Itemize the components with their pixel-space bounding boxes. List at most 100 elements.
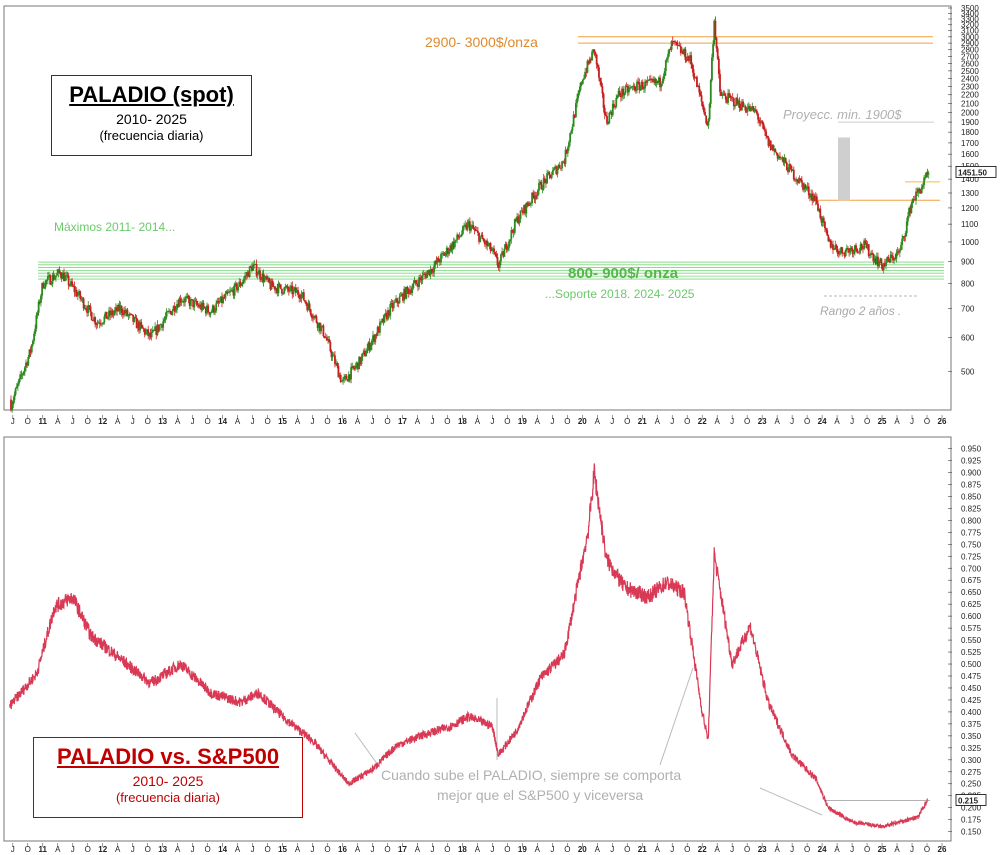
price-candle	[372, 335, 374, 341]
price-candle	[577, 93, 580, 99]
price-candle	[87, 305, 90, 313]
price-candle	[456, 234, 459, 240]
price-candle	[791, 169, 794, 171]
price-candle	[270, 280, 273, 290]
price-candle	[753, 109, 756, 112]
price-candle	[139, 322, 142, 331]
price-candle	[203, 307, 206, 308]
ratio-x-tick-label: A	[355, 845, 361, 854]
price-candle	[400, 293, 403, 296]
price-candle	[902, 236, 905, 239]
price-candle	[872, 254, 875, 262]
price-candle	[870, 252, 872, 256]
price-candle	[151, 330, 154, 333]
price-candle	[143, 329, 146, 335]
price-candle	[408, 289, 411, 294]
price-candle	[519, 210, 522, 220]
price-candle	[572, 114, 575, 127]
price-candle	[404, 288, 407, 299]
price-candle	[852, 250, 855, 254]
price-candle	[10, 399, 12, 411]
price-candle	[744, 106, 747, 111]
price-y-tick-label: 1100	[961, 220, 979, 229]
price-candle	[402, 293, 404, 301]
price-y-tick-label: 800	[961, 280, 975, 289]
price-candle	[510, 230, 513, 240]
price-candle	[752, 106, 755, 112]
ratio-x-tick-label: O	[504, 845, 510, 854]
price-candle	[591, 51, 593, 61]
price-candle	[309, 309, 312, 315]
price-candle	[430, 268, 433, 272]
ratio-x-tick-label: A	[834, 845, 840, 854]
price-candle	[29, 349, 32, 353]
price-candle	[35, 315, 38, 329]
price-candle	[595, 54, 598, 65]
price-candle	[841, 247, 844, 254]
ratio-y-tick-label: 0.775	[961, 528, 982, 537]
price-candle	[649, 78, 652, 80]
price-x-tick-label: J	[191, 417, 195, 426]
ratio-x-tick-label: O	[744, 845, 750, 854]
price-candle	[238, 281, 241, 287]
price-candle	[296, 290, 298, 293]
price-candle	[472, 225, 475, 229]
price-candle	[644, 81, 646, 89]
price-candle	[49, 275, 52, 285]
price-candle	[19, 374, 22, 379]
price-candle	[534, 195, 537, 200]
price-candle	[53, 277, 56, 280]
price-candle	[486, 240, 489, 247]
price-candle	[889, 254, 892, 263]
price-candle	[633, 86, 636, 91]
price-candle	[237, 286, 240, 291]
price-candle	[191, 299, 193, 300]
price-candle	[433, 265, 435, 273]
price-candle	[513, 219, 516, 233]
price-candle	[678, 45, 681, 47]
price-subtitle: 2010- 2025	[116, 111, 187, 127]
price-candle	[864, 240, 867, 244]
band-800-label: 800- 900$/ onza	[568, 265, 679, 282]
price-candle	[274, 286, 276, 291]
price-candle	[481, 234, 484, 240]
price-candle	[795, 179, 797, 181]
price-candle	[329, 342, 332, 352]
price-candle	[131, 314, 133, 316]
price-candle	[202, 302, 205, 308]
ratio-x-tick-label: 11	[39, 845, 48, 854]
price-candle	[395, 298, 397, 302]
price-candle	[316, 322, 319, 329]
ratio-y-tick-label: 0.350	[961, 732, 982, 741]
price-candle	[853, 245, 856, 251]
price-candle	[449, 245, 452, 252]
price-candle	[415, 283, 418, 285]
price-x-tick-label: 18	[458, 417, 467, 426]
price-candle	[708, 103, 711, 120]
price-note: (frecuencia diaria)	[99, 128, 204, 143]
price-candle	[111, 310, 114, 316]
price-candle	[233, 283, 236, 296]
price-x-tick-label: 25	[878, 417, 887, 426]
price-x-tick-label: A	[175, 417, 181, 426]
price-candle	[656, 80, 659, 83]
price-candle	[147, 329, 150, 337]
price-candle	[796, 179, 799, 182]
price-candle	[154, 326, 157, 331]
price-candle	[59, 272, 62, 276]
ratio-x-tick-label: J	[490, 845, 494, 854]
price-candle	[589, 58, 592, 61]
price-candle	[515, 219, 517, 221]
price-candle	[120, 306, 123, 313]
price-candle	[398, 296, 401, 304]
price-candle	[923, 177, 925, 186]
price-candle	[150, 332, 153, 338]
price-x-tick-label: 23	[758, 417, 767, 426]
price-candle	[563, 162, 566, 164]
price-candle	[815, 196, 818, 204]
price-x-tick-label: O	[145, 417, 151, 426]
price-candle	[334, 355, 336, 365]
price-candle	[494, 252, 497, 255]
price-annotations	[38, 36, 944, 297]
price-candle	[711, 57, 713, 81]
